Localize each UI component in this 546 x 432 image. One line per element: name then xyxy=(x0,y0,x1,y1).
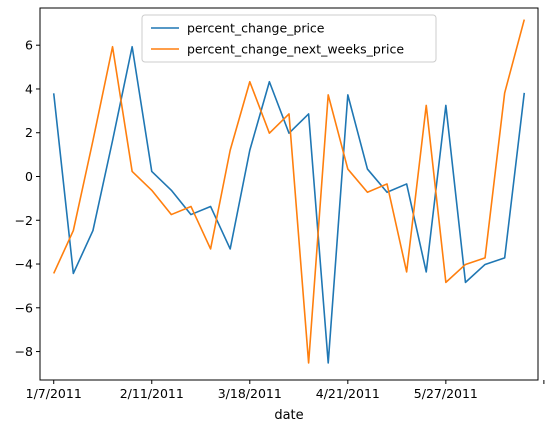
legend-label: percent_change_next_weeks_price xyxy=(187,42,404,57)
x-axis-label: date xyxy=(274,408,303,423)
series-line-2 xyxy=(52,19,526,364)
x-tick-label: 3/18/2011 xyxy=(218,386,282,401)
y-tick-label: −6 xyxy=(15,300,33,315)
x-axis: 1/7/2011 2/11/2011 3/18/2011 4/21/2011 5/27/… xyxy=(26,380,545,401)
legend: percent_change_price percent_change_next_… xyxy=(141,14,437,63)
y-tick-label: −2 xyxy=(15,213,33,228)
series-layer xyxy=(52,19,526,364)
y-axis: −8 −6 −4 −2 0 2 4 6 xyxy=(15,38,40,359)
legend-label: percent_change_price xyxy=(187,21,325,36)
series-line-1 xyxy=(52,45,526,364)
y-tick-label: 0 xyxy=(25,169,33,184)
y-tick-label: 4 xyxy=(25,81,33,96)
y-tick-label: −8 xyxy=(15,344,33,359)
y-tick-label: 2 xyxy=(25,125,33,140)
x-tick-label: 4/21/2011 xyxy=(316,386,380,401)
y-tick-label: −4 xyxy=(15,257,33,272)
x-tick-label: 1/7/2011 xyxy=(26,386,82,401)
y-tick-label: 6 xyxy=(25,38,33,53)
plot-frame xyxy=(39,7,539,381)
x-tick-label: 2/11/2011 xyxy=(120,386,184,401)
x-tick-label: 5/27/2011 xyxy=(414,386,478,401)
legend-box xyxy=(141,14,437,63)
